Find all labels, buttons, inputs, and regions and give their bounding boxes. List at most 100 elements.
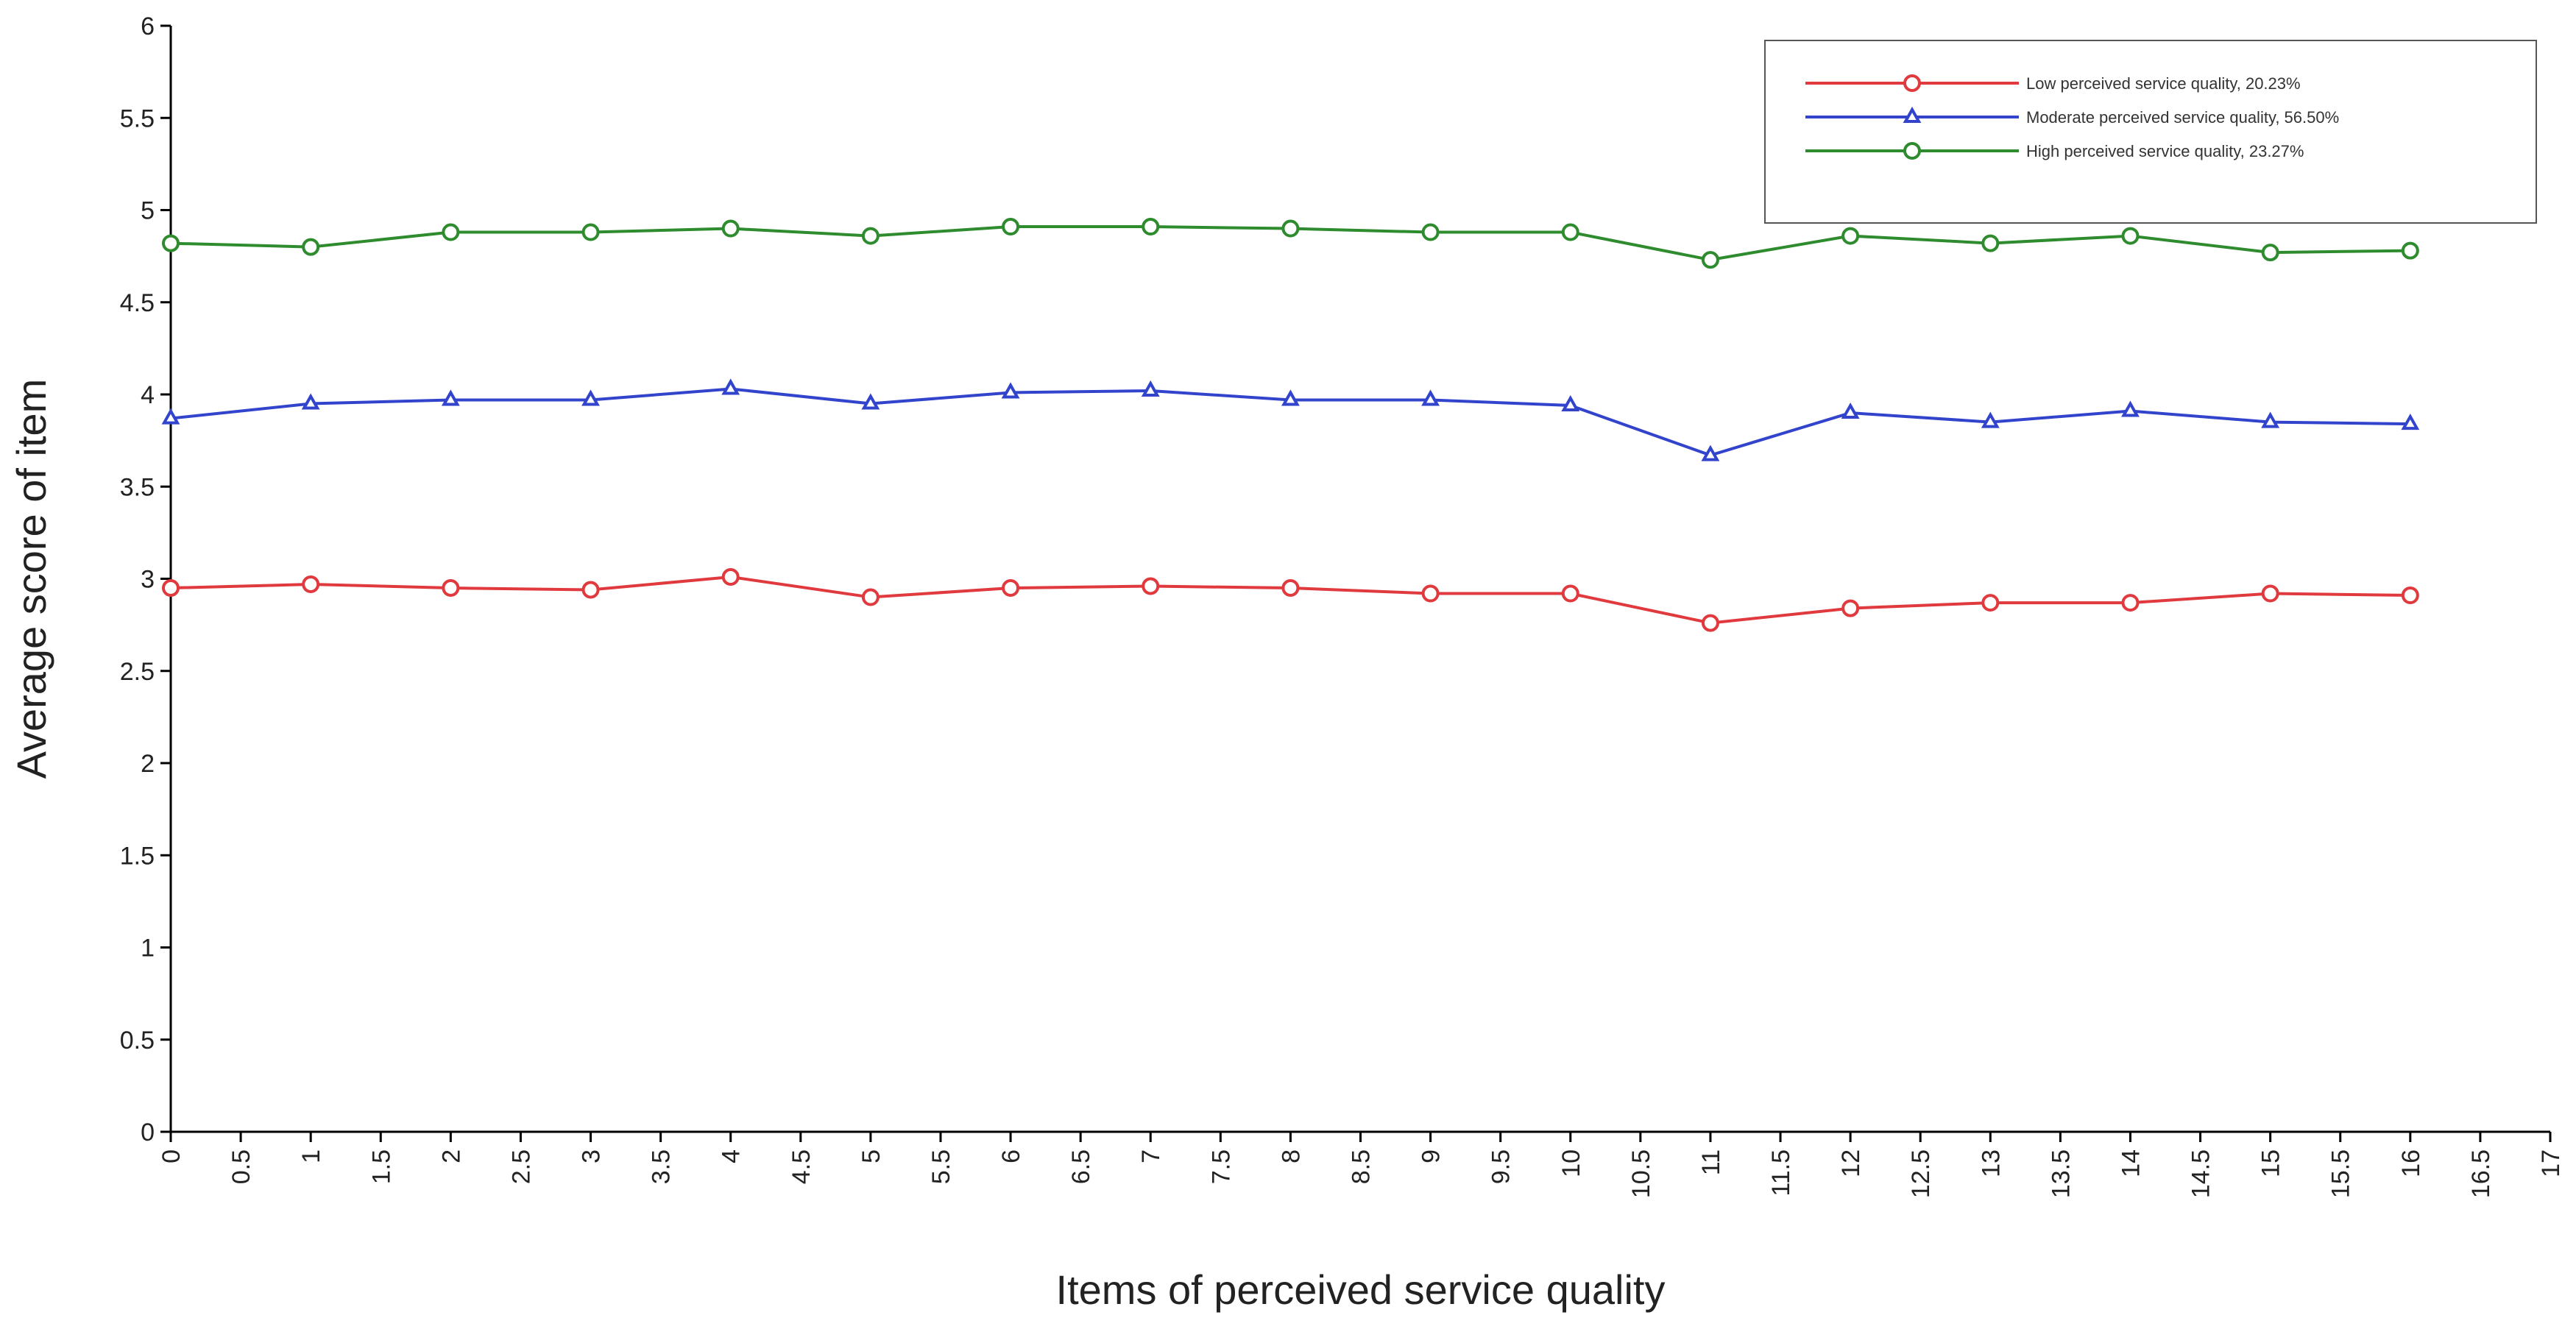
x-tick-label: 13.5 xyxy=(2047,1149,2075,1198)
y-tick-label: 3 xyxy=(141,566,155,594)
x-tick-label: 17 xyxy=(2537,1149,2565,1177)
moderate-quality-point xyxy=(1981,411,2000,428)
low-quality-point xyxy=(302,575,320,594)
low-quality-point xyxy=(581,581,600,599)
y-tick-label: 6 xyxy=(141,13,155,40)
moderate-quality-point xyxy=(1141,380,1160,397)
high-quality-legend-point xyxy=(1903,142,1921,160)
high-quality-point xyxy=(162,234,180,252)
low-quality-point xyxy=(1421,584,1440,603)
high-quality-point xyxy=(861,227,880,245)
y-ticks: 0 0.5 1 1.5 2 2.5 3 3.5 4 4.5 5 5.5 6 xyxy=(120,13,171,1147)
x-tick-label: 12 xyxy=(1837,1149,1865,1177)
high-quality-point xyxy=(2401,241,2419,260)
y-tick-label: 0 xyxy=(141,1119,155,1147)
high-quality-series xyxy=(162,218,2419,269)
low-quality-point xyxy=(861,588,880,606)
x-tick-label: 1.5 xyxy=(367,1149,395,1184)
x-tick-label: 3.5 xyxy=(648,1149,676,1184)
low-quality-legend-point xyxy=(1903,74,1921,92)
y-tick-label: 0.5 xyxy=(120,1027,155,1055)
moderate-quality-point xyxy=(581,389,600,406)
x-tick-label: 5.5 xyxy=(927,1149,955,1184)
moderate-quality-point xyxy=(301,393,320,410)
y-tick-label: 5.5 xyxy=(120,104,155,132)
high-quality-point xyxy=(1701,251,1719,269)
x-tick-label: 11.5 xyxy=(1767,1149,1795,1197)
x-tick-label: 9.5 xyxy=(1487,1149,1515,1184)
y-tick-label: 5 xyxy=(141,197,155,225)
x-tick-label: 6.5 xyxy=(1067,1149,1095,1184)
y-tick-label: 2 xyxy=(141,750,155,778)
moderate-quality-point xyxy=(1421,389,1440,406)
legend: Low perceived service quality, 20.23% Mod… xyxy=(1764,40,2537,224)
high-quality-legend-label: High perceived service quality, 23.27% xyxy=(2026,142,2304,160)
moderate-quality-point xyxy=(861,393,880,410)
x-tick-label: 0.5 xyxy=(227,1149,255,1184)
x-tick-label: 3 xyxy=(578,1149,606,1163)
y-tick-label: 4 xyxy=(141,381,155,409)
high-quality-point xyxy=(1142,218,1160,236)
x-tick-label: 15.5 xyxy=(2327,1149,2355,1198)
low-quality-point xyxy=(1002,579,1020,598)
moderate-quality-point xyxy=(1701,444,1720,461)
low-quality-point xyxy=(1701,614,1719,632)
low-quality-point xyxy=(2401,586,2419,605)
moderate-quality-point xyxy=(721,378,740,395)
moderate-quality-point xyxy=(2261,411,2280,428)
x-tick-label: 7.5 xyxy=(1207,1149,1235,1184)
legend-items: Low perceived service quality, 20.23% Mod… xyxy=(1805,74,2339,160)
low-quality-point xyxy=(2121,594,2140,612)
high-quality-point xyxy=(302,238,320,256)
y-tick-label: 1 xyxy=(141,935,155,963)
x-axis-title: Items of perceived service quality xyxy=(1056,1266,1666,1313)
moderate-quality-legend-label: Moderate perceived service quality, 56.5… xyxy=(2026,108,2339,127)
high-quality-point xyxy=(2121,227,2140,245)
x-tick-label: 2.5 xyxy=(507,1149,535,1184)
x-tick-label: 0 xyxy=(158,1149,185,1163)
y-tick-label: 2.5 xyxy=(120,658,155,686)
moderate-quality-point xyxy=(1281,389,1300,406)
high-quality-point xyxy=(1981,234,2000,252)
moderate-quality-point xyxy=(1561,394,1580,412)
x-tick-label: 1 xyxy=(297,1149,325,1163)
legend-box xyxy=(1764,40,2537,224)
moderate-quality-point xyxy=(1001,382,1020,399)
y-tick-label: 1.5 xyxy=(120,842,155,870)
x-ticks: 0 0.5 1 1.5 2 2.5 3 3.5 4 4.5 5 5.5 6 6.5 7 7.5 8 8.5 9 9.5… xyxy=(158,1132,2565,1198)
series-layer xyxy=(161,218,2420,632)
low-quality-point xyxy=(442,579,460,598)
x-tick-label: 10 xyxy=(1557,1149,1585,1177)
low-quality-point xyxy=(1561,584,1579,603)
x-tick-label: 13 xyxy=(1977,1149,2005,1177)
x-tick-label: 5 xyxy=(857,1149,885,1163)
y-tick-label: 4.5 xyxy=(120,289,155,317)
moderate-quality-point xyxy=(2401,414,2420,430)
y-axis-title: Average score of item xyxy=(8,379,54,779)
x-tick-label: 15 xyxy=(2257,1149,2285,1177)
high-quality-point xyxy=(1421,223,1440,241)
x-tick-label: 7 xyxy=(1137,1149,1165,1163)
low-quality-point xyxy=(1841,599,1860,617)
x-tick-label: 10.5 xyxy=(1627,1149,1655,1198)
high-quality-point xyxy=(1002,218,1020,236)
high-quality-point xyxy=(1561,223,1579,241)
low-quality-point xyxy=(1281,579,1300,598)
low-quality-point xyxy=(162,579,180,598)
high-quality-point xyxy=(581,223,600,241)
low-quality-point xyxy=(721,567,740,586)
x-tick-label: 16.5 xyxy=(2467,1149,2495,1198)
high-quality-point xyxy=(1841,227,1860,245)
low-quality-point xyxy=(2261,584,2279,603)
x-tick-label: 11 xyxy=(1697,1149,1725,1175)
moderate-quality-point xyxy=(1841,402,1860,419)
x-tick-label: 4 xyxy=(718,1149,746,1163)
x-tick-label: 4.5 xyxy=(788,1149,815,1184)
x-tick-label: 14 xyxy=(2117,1149,2145,1177)
x-tick-label: 8.5 xyxy=(1348,1149,1376,1184)
high-quality-point xyxy=(2261,244,2279,262)
low-quality-series xyxy=(162,567,2419,632)
x-tick-label: 6 xyxy=(997,1149,1025,1163)
low-quality-point xyxy=(1981,594,2000,612)
